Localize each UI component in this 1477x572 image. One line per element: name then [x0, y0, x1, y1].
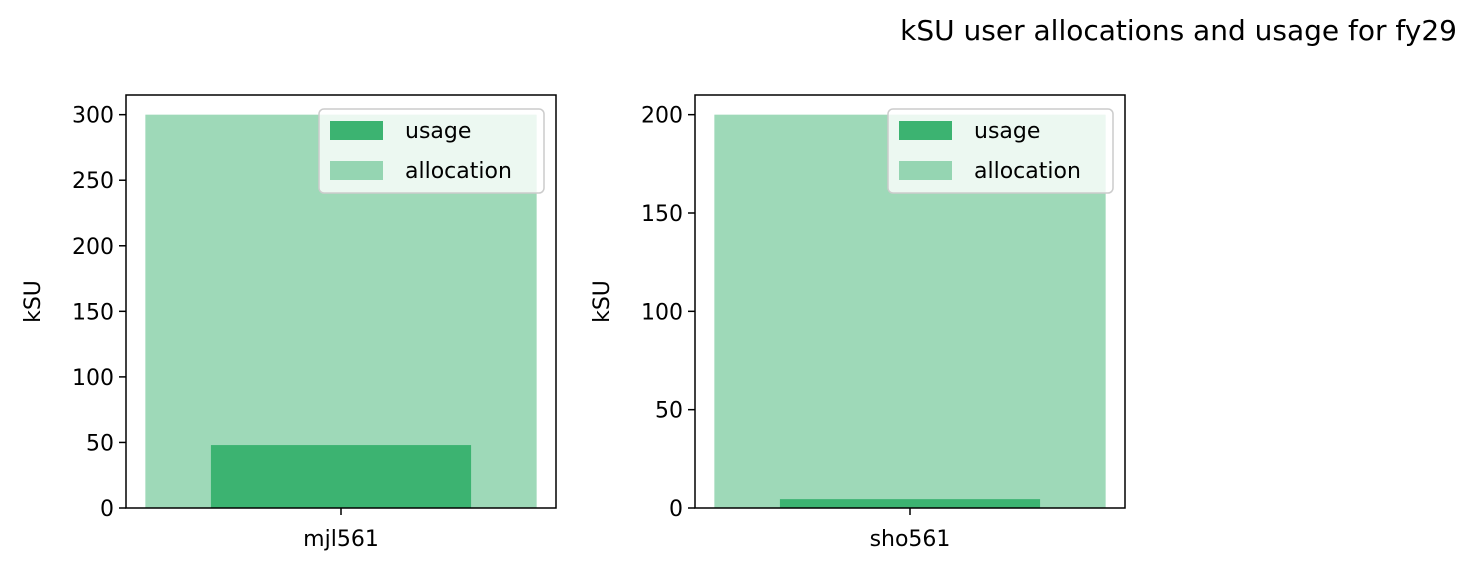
legend-swatch-allocation [330, 161, 383, 180]
y-tick-label: 0 [100, 497, 114, 522]
y-tick-label: 250 [72, 169, 114, 194]
legend-swatch-usage [330, 121, 383, 140]
figure-title: kSU user allocations and usage for fy29 [900, 14, 1457, 47]
y-tick-label: 0 [669, 497, 683, 522]
usage-bar [779, 499, 1041, 508]
y-tick-label: 50 [655, 399, 683, 424]
y-tick-label: 200 [641, 104, 683, 129]
x-tick-label: sho561 [870, 527, 951, 552]
x-tick-label: mjl561 [303, 527, 379, 552]
y-tick-label: 50 [86, 431, 114, 456]
y-axis-label: kSU [21, 280, 46, 323]
y-tick-label: 100 [641, 300, 683, 325]
y-tick-label: 150 [72, 300, 114, 325]
legend-swatch-usage [899, 121, 952, 140]
legend-swatch-allocation [899, 161, 952, 180]
y-tick-label: 100 [72, 366, 114, 391]
legend-label-allocation: allocation [405, 159, 512, 184]
usage-bar [210, 445, 472, 508]
y-tick-label: 300 [72, 104, 114, 129]
y-tick-label: 150 [641, 202, 683, 227]
legend-label-usage: usage [405, 119, 471, 144]
y-axis-label: kSU [590, 280, 615, 323]
legend-label-usage: usage [974, 119, 1040, 144]
legend-label-allocation: allocation [974, 159, 1081, 184]
y-tick-label: 200 [72, 235, 114, 260]
